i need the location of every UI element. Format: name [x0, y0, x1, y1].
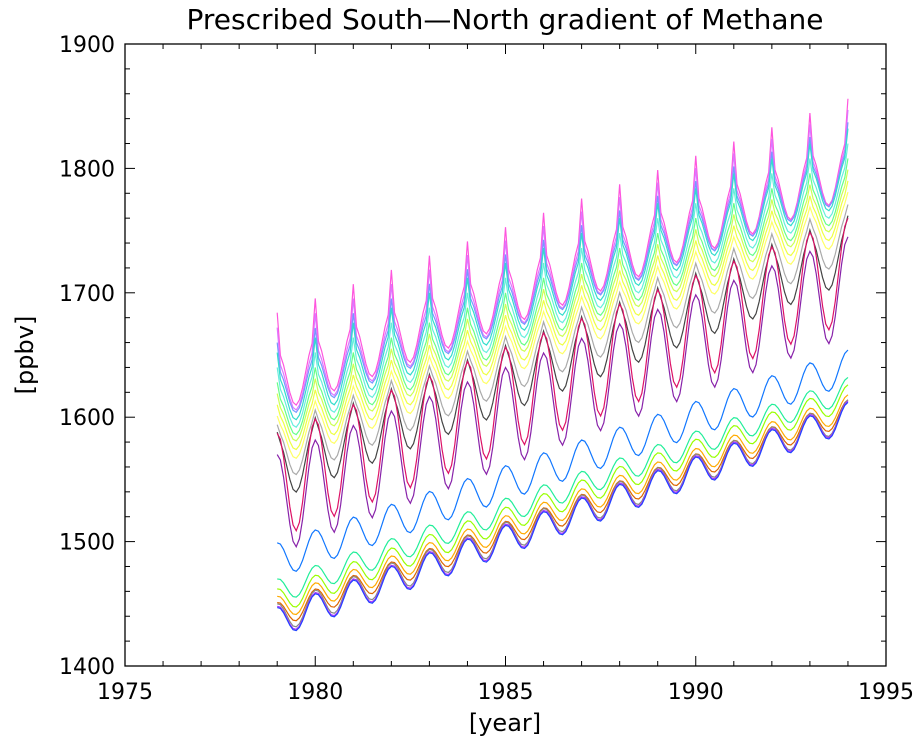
chart-title: Prescribed South—North gradient of Metha…: [186, 3, 823, 36]
series-line-8: [276, 180, 849, 451]
x-tick-label: 1995: [858, 680, 914, 705]
series-line-19: [277, 399, 849, 628]
series-line-2: [276, 109, 849, 411]
series-line-18: [277, 399, 849, 622]
x-tick-label: 1975: [97, 680, 153, 705]
series-line-9: [276, 191, 849, 460]
tick-labels-layer: 1975 1980 1985 1990 1995 1400 1500 1600 1700 1800…: [59, 33, 914, 705]
plot-frame: [124, 43, 887, 667]
series-line-4: [276, 128, 849, 421]
series-line-20: [277, 400, 849, 630]
y-axis-label: [ppbv]: [11, 316, 39, 395]
y-tick-label: 1600: [59, 406, 115, 431]
y-tick-label: 1900: [59, 33, 115, 58]
series-line-1: [276, 98, 849, 407]
series-line-14: [276, 349, 849, 572]
y-tick-label: 1500: [59, 531, 115, 556]
x-tick-label: 1985: [478, 680, 534, 705]
series-line-7: [276, 169, 849, 442]
y-tick-label: 1800: [59, 157, 115, 182]
series-line-13: [276, 236, 849, 549]
y-tick-label: 1400: [59, 655, 115, 680]
series-line-16: [277, 384, 849, 608]
series-line-12: [276, 217, 849, 533]
x-tick-label: 1990: [668, 680, 724, 705]
series-line-3: [276, 122, 849, 414]
series-line-17: [277, 394, 849, 616]
series-layer: [276, 98, 849, 632]
series-line-11: [276, 215, 849, 494]
ticks-layer: [124, 43, 887, 667]
series-line-5: [276, 143, 849, 428]
series-line-21: [277, 401, 849, 632]
series-line-10: [276, 204, 849, 476]
series-line-6: [276, 158, 849, 436]
x-tick-label: 1980: [287, 680, 343, 705]
y-tick-label: 1700: [59, 282, 115, 307]
series-line-15: [277, 376, 849, 598]
x-axis-label: [year]: [469, 709, 541, 737]
